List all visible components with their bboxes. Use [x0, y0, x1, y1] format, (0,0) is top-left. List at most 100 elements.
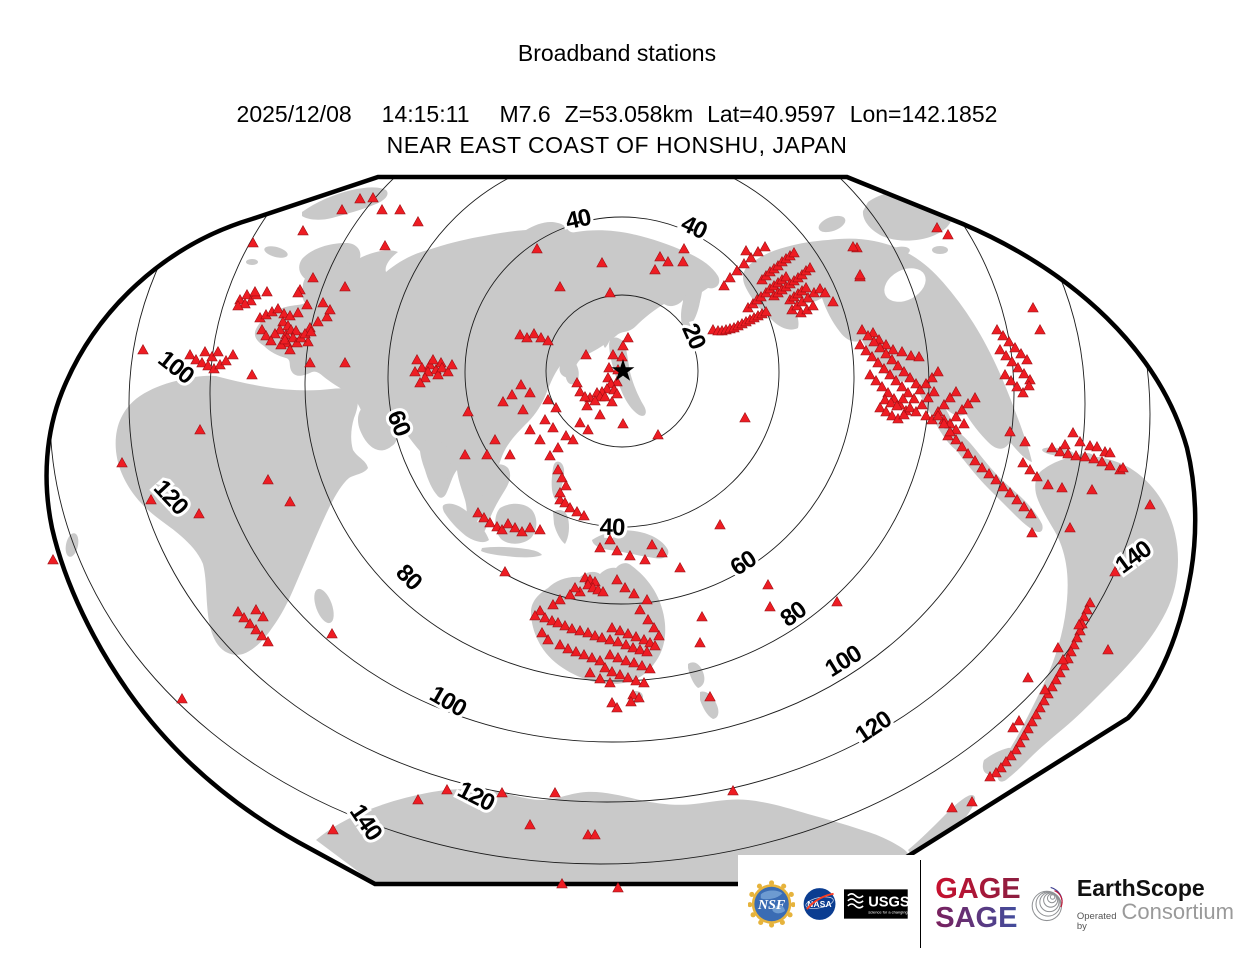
station-marker: [554, 486, 566, 498]
station-marker: [738, 257, 750, 269]
station-marker: [246, 368, 258, 380]
gage-sage-logo: GAGE SAGE: [935, 875, 1020, 933]
station-marker: [292, 286, 304, 298]
station-marker: [1052, 641, 1064, 653]
station-marker: [1034, 701, 1046, 713]
event-time: 14:15:11: [381, 101, 470, 127]
station-marker: [944, 391, 956, 403]
station-marker: [885, 396, 897, 408]
station-marker: [528, 327, 540, 339]
event-info-line: 2025/12/08 14:15:11 M7.6 Z=53.058km Lat=40.9…: [0, 101, 1234, 128]
station-marker: [624, 549, 636, 561]
station-marker: [582, 828, 594, 840]
station-marker: [870, 374, 882, 386]
station-marker: [1073, 618, 1085, 630]
station-marker: [586, 651, 598, 663]
land-india: [419, 439, 451, 496]
station-marker: [534, 604, 546, 616]
station-marker: [999, 368, 1011, 380]
station-marker: [446, 358, 458, 370]
station-marker: [531, 242, 543, 254]
station-marker: [890, 374, 902, 386]
land-java: [481, 546, 542, 558]
station-marker: [257, 610, 269, 622]
station-marker: [599, 390, 611, 402]
station-marker: [727, 784, 739, 796]
station-marker: [984, 770, 996, 782]
station-marker: [560, 479, 572, 491]
land-atlantic-island: [65, 533, 79, 557]
land-patagonia: [982, 747, 1015, 775]
station-marker: [212, 345, 224, 357]
nasa-swoosh: [806, 892, 834, 910]
distance-contour-100: [209, 177, 1015, 743]
station-marker: [514, 328, 526, 340]
station-marker: [950, 410, 962, 422]
station-marker: [674, 561, 686, 573]
station-marker: [611, 573, 623, 585]
station-marker: [718, 279, 730, 291]
station-marker: [275, 338, 287, 350]
station-marker: [247, 236, 259, 248]
station-marker: [1074, 624, 1086, 636]
station-marker: [1006, 355, 1018, 367]
station-marker: [554, 280, 566, 292]
station-marker: [694, 636, 706, 648]
station-marker: [1078, 610, 1090, 622]
station-marker: [604, 286, 616, 298]
land-iceland: [932, 246, 948, 254]
station-marker: [614, 668, 626, 680]
station-marker: [1015, 347, 1027, 359]
station-marker: [642, 613, 654, 625]
station-marker: [616, 350, 628, 362]
station-marker: [1056, 481, 1068, 493]
land-antarctic-islet: [329, 824, 361, 840]
station-marker: [604, 648, 616, 660]
station-marker: [649, 263, 661, 275]
station-marker: [529, 609, 541, 621]
station-marker: [574, 624, 586, 636]
station-marker: [611, 544, 623, 556]
station-marker: [509, 521, 521, 533]
station-marker: [1000, 755, 1012, 767]
earthscope-wordmark: EarthScope Operated by Consortium: [1077, 876, 1234, 932]
station-marker: [279, 333, 291, 345]
contour-label-120: 120: [850, 706, 896, 749]
station-marker: [662, 255, 674, 267]
station-marker: [574, 416, 586, 428]
station-marker: [898, 408, 910, 420]
station-marker: [256, 629, 268, 641]
station-marker: [534, 523, 546, 535]
station-marker: [1039, 683, 1051, 695]
station-marker: [244, 617, 256, 629]
station-marker: [1017, 456, 1029, 468]
station-marker: [932, 365, 944, 377]
station-marker: [627, 641, 639, 653]
station-marker: [860, 344, 872, 356]
station-marker: [441, 783, 453, 795]
station-marker: [612, 651, 624, 663]
station-marker: [938, 417, 950, 429]
station-marker: [876, 380, 888, 392]
usgs-tagline: science for a changing world: [868, 910, 907, 915]
station-marker: [589, 828, 601, 840]
station-marker: [976, 461, 988, 473]
station-marker: [1017, 386, 1029, 398]
event-latitude: Lat=40.9597: [707, 101, 836, 127]
station-marker: [827, 295, 839, 307]
station-marker: [599, 661, 611, 673]
station-marker: [879, 393, 891, 405]
station-marker: [547, 598, 559, 610]
station-marker: [944, 425, 956, 437]
usgs-wave-mark: [847, 893, 864, 909]
station-marker: [193, 507, 205, 519]
land-korea: [565, 360, 579, 385]
station-marker: [321, 310, 333, 322]
station-marker: [232, 605, 244, 617]
station-marker: [760, 305, 772, 317]
station-marker: [301, 298, 313, 310]
station-markers: [47, 191, 1156, 893]
station-marker: [604, 633, 616, 645]
land-sumatra: [442, 503, 489, 543]
